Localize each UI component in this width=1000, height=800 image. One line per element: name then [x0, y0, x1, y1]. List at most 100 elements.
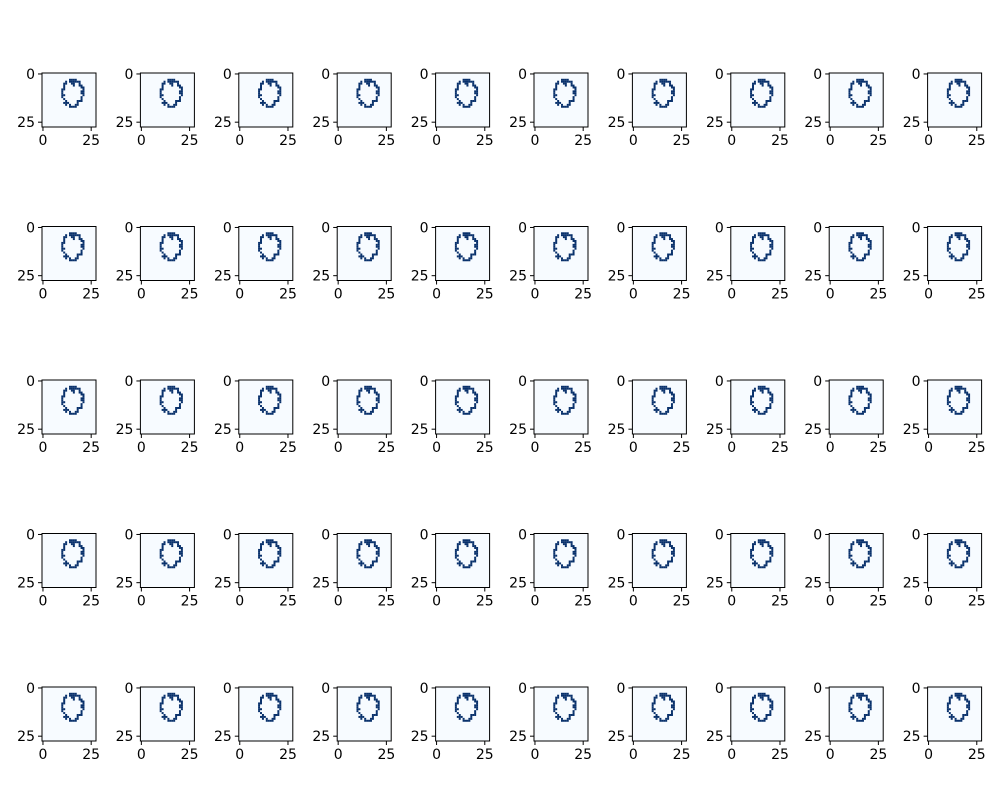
- heatmap-cell: [852, 101, 855, 104]
- heatmap-cell: [65, 255, 68, 258]
- heatmap-cell: [258, 556, 261, 559]
- heatmap-cell: [858, 694, 861, 697]
- heatmap-cell: [950, 717, 953, 720]
- heatmap-cell: [159, 88, 162, 91]
- heatmap-cell: [651, 550, 654, 553]
- heatmap-cell: [375, 84, 378, 87]
- heatmap-cell: [672, 241, 675, 244]
- heatmap-cell: [377, 243, 380, 246]
- heatmap-cell: [265, 539, 268, 542]
- heatmap-cell: [960, 259, 963, 262]
- heatmap-cell: [964, 391, 967, 394]
- heatmap-cell: [861, 257, 864, 260]
- heatmap-cell: [61, 245, 64, 248]
- panel-frame: [435, 686, 491, 742]
- heatmap-cell: [557, 389, 560, 392]
- heatmap-cell: [557, 715, 560, 718]
- heatmap-cell: [456, 389, 459, 392]
- heatmap-cell: [82, 240, 85, 242]
- heatmap-cell: [63, 715, 66, 718]
- heatmap-cell: [655, 234, 658, 237]
- heatmap-cell: [750, 90, 753, 93]
- heatmap-cell: [466, 82, 469, 85]
- y-tick-label-1: 25: [804, 729, 822, 745]
- heatmap-cell: [948, 98, 951, 101]
- heatmap-cell: [476, 548, 479, 551]
- heatmap-cell: [476, 700, 479, 703]
- heatmap-cell: [377, 241, 380, 244]
- heatmap-cell: [366, 105, 369, 108]
- heatmap-cell: [958, 698, 961, 701]
- heatmap-cell: [273, 100, 276, 102]
- heatmap-cell: [669, 387, 672, 390]
- heatmap-cell: [958, 387, 961, 390]
- heatmap-cell: [948, 702, 951, 705]
- heatmap-cell: [472, 238, 475, 241]
- heatmap-cell: [950, 564, 953, 567]
- heatmap-cell: [454, 401, 457, 404]
- heatmap-cell: [67, 408, 70, 411]
- heatmap-cell: [360, 387, 363, 390]
- heatmap-cell: [966, 100, 969, 102]
- heatmap-cell: [750, 401, 753, 404]
- heatmap-cell: [69, 694, 71, 697]
- heatmap-cell: [260, 548, 262, 551]
- heatmap-cell: [267, 236, 270, 239]
- y-tick-label-0: 0: [420, 67, 429, 83]
- heatmap-cell: [161, 255, 164, 258]
- heatmap-cell: [76, 717, 79, 720]
- panel-frame: [730, 72, 786, 128]
- heatmap-cell: [860, 698, 863, 701]
- heatmap-cell: [369, 410, 372, 413]
- heatmap-cell: [948, 700, 951, 703]
- heatmap-cell: [178, 545, 181, 548]
- heatmap-cell: [557, 696, 560, 699]
- heatmap-cell: [759, 385, 762, 388]
- y-tick-label-1: 25: [17, 729, 35, 745]
- x-tick-label-0: 0: [727, 747, 736, 763]
- heatmap-cell: [80, 560, 83, 563]
- heatmap-cell: [869, 86, 872, 89]
- heatmap-cell: [753, 696, 756, 699]
- heatmap-cell: [78, 545, 81, 548]
- heatmap-cell: [470, 562, 473, 565]
- heatmap-cell: [562, 389, 565, 392]
- heatmap-cell: [271, 385, 274, 388]
- heatmap-cell: [358, 84, 361, 87]
- heatmap-cell: [553, 702, 556, 705]
- heatmap-cell: [757, 566, 760, 569]
- heatmap-cell: [178, 558, 181, 561]
- heatmap-cell: [948, 715, 951, 718]
- panel-frame: [238, 686, 294, 742]
- heatmap-cell: [960, 80, 963, 83]
- heatmap-cell: [371, 410, 374, 413]
- heatmap-cell: [470, 410, 473, 413]
- heatmap-cell: [460, 408, 463, 411]
- heatmap-cell: [572, 545, 575, 548]
- heatmap-cell: [667, 253, 670, 256]
- heatmap-cell: [72, 566, 75, 569]
- heatmap-cell: [856, 541, 859, 544]
- heatmap-cell: [950, 560, 953, 563]
- heatmap-cell: [369, 103, 372, 106]
- heatmap-cell: [171, 694, 174, 697]
- heatmap-cell: [175, 101, 178, 104]
- heatmap-cell: [178, 253, 181, 256]
- heatmap-cell: [651, 88, 654, 91]
- heatmap-cell: [672, 86, 675, 89]
- heatmap-cell: [165, 101, 168, 104]
- heatmap-cell: [265, 257, 268, 260]
- heatmap-cell: [848, 710, 851, 713]
- heatmap-cell: [260, 236, 262, 239]
- heatmap-cell: [80, 714, 83, 716]
- heatmap-cell: [856, 539, 859, 542]
- heatmap-cell: [867, 253, 870, 256]
- heatmap-cell: [159, 92, 162, 95]
- heatmap-cell: [360, 410, 363, 413]
- heatmap-cell: [852, 560, 855, 563]
- y-tick-label-1: 25: [411, 269, 429, 285]
- heatmap-cell: [175, 715, 178, 718]
- heatmap-cell: [271, 694, 274, 697]
- heatmap-cell: [752, 88, 754, 91]
